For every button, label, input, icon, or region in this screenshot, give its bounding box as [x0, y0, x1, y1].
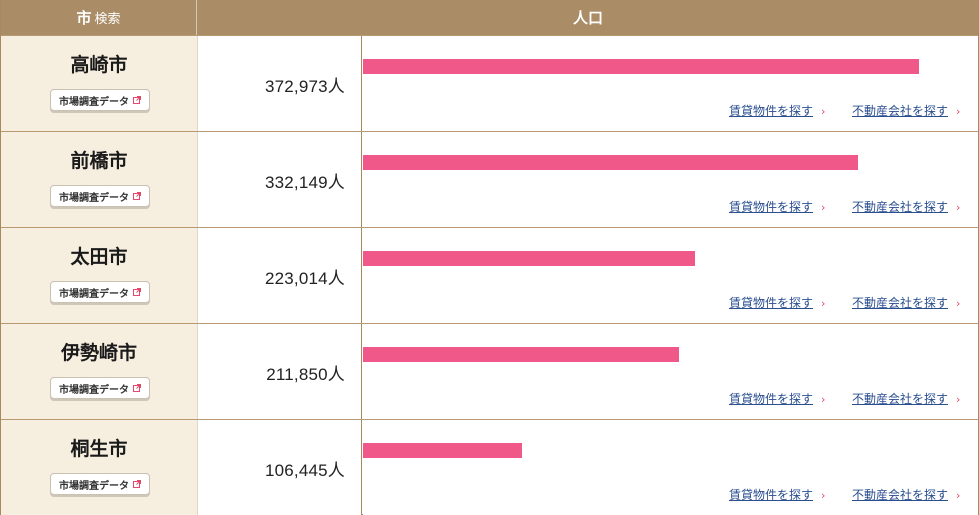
population-cell: 332,149人 — [197, 132, 362, 227]
population-bar-cell: 賃貸物件を探す › 不動産会社を探す › — [363, 36, 978, 131]
market-research-label: 市場調査データ — [59, 288, 129, 300]
market-research-label: 市場調査データ — [59, 96, 129, 108]
chevron-right-icon: › — [956, 201, 961, 214]
chevron-right-icon: › — [821, 489, 826, 502]
market-research-button[interactable]: 市場調査データ — [50, 185, 150, 207]
population-bar — [363, 347, 679, 362]
search-rentals-label: 賃貸物件を探す — [729, 488, 814, 502]
external-link-icon — [133, 384, 141, 392]
population-cell: 106,445人 — [197, 420, 362, 515]
search-rentals-label: 賃貸物件を探す — [729, 104, 814, 118]
market-research-label: 市場調査データ — [59, 192, 129, 204]
table-row: 高崎市 市場調査データ 372,973人 賃貸物件を探す › 不動産会社を探す › — [1, 35, 978, 131]
search-rentals-link[interactable]: 賃貸物件を探す › — [729, 486, 825, 503]
chevron-right-icon: › — [956, 489, 961, 502]
external-link-icon — [133, 192, 141, 200]
city-name[interactable]: 前橋市 — [70, 150, 128, 172]
external-link-icon — [133, 288, 141, 296]
search-agents-link[interactable]: 不動産会社を探す › — [852, 294, 960, 311]
external-link-icon — [133, 480, 141, 488]
city-column-header: 市 検索 — [1, 0, 197, 35]
population-value: 372,973人 — [264, 77, 345, 96]
external-link-icon — [133, 96, 141, 104]
table-row: 伊勢崎市 市場調査データ 211,850人 賃貸物件を探す › 不動産会社を探す › — [1, 323, 978, 419]
population-cell: 223,014人 — [197, 228, 362, 323]
search-header-label: 検索 — [94, 12, 121, 27]
market-research-button[interactable]: 市場調査データ — [50, 377, 150, 399]
population-bar — [363, 59, 919, 74]
city-cell: 桐生市 市場調査データ — [1, 420, 197, 515]
search-agents-label: 不動産会社を探す — [852, 296, 949, 310]
population-value: 223,014人 — [264, 269, 345, 288]
city-name[interactable]: 太田市 — [70, 246, 128, 268]
city-name[interactable]: 高崎市 — [70, 54, 128, 76]
population-column-header: 人口 — [572, 9, 603, 27]
market-research-button[interactable]: 市場調査データ — [50, 89, 150, 111]
search-agents-link[interactable]: 不動産会社を探す › — [852, 486, 960, 503]
search-agents-link[interactable]: 不動産会社を探す › — [852, 390, 960, 407]
search-rentals-link[interactable]: 賃貸物件を探す › — [729, 390, 825, 407]
city-header-label: 市 — [76, 9, 92, 27]
population-cell: 211,850人 — [197, 324, 362, 419]
search-rentals-label: 賃貸物件を探す — [729, 296, 814, 310]
search-agents-link[interactable]: 不動産会社を探す › — [852, 102, 960, 119]
city-name[interactable]: 伊勢崎市 — [60, 342, 137, 364]
search-rentals-link[interactable]: 賃貸物件を探す › — [729, 198, 825, 215]
market-research-label: 市場調査データ — [59, 480, 129, 492]
table-row: 太田市 市場調査データ 223,014人 賃貸物件を探す › 不動産会社を探す › — [1, 227, 978, 323]
city-cell: 伊勢崎市 市場調査データ — [1, 324, 197, 419]
population-value: 332,149人 — [264, 173, 345, 192]
population-cell: 372,973人 — [197, 36, 362, 131]
search-rentals-label: 賃貸物件を探す — [729, 392, 814, 406]
chevron-right-icon: › — [821, 201, 826, 214]
population-bar-cell: 賃貸物件を探す › 不動産会社を探す › — [363, 228, 978, 323]
search-agents-label: 不動産会社を探す — [852, 200, 949, 214]
population-value: 211,850人 — [266, 365, 345, 384]
search-agents-label: 不動産会社を探す — [852, 104, 949, 118]
table-header: 市 検索 人口 — [1, 0, 978, 35]
search-agents-link[interactable]: 不動産会社を探す › — [852, 198, 960, 215]
market-research-label: 市場調査データ — [59, 384, 129, 396]
population-bar-cell: 賃貸物件を探す › 不動産会社を探す › — [363, 420, 978, 515]
chevron-right-icon: › — [956, 105, 961, 118]
chevron-right-icon: › — [821, 105, 826, 118]
population-bar — [363, 251, 695, 266]
search-agents-label: 不動産会社を探す — [852, 392, 949, 406]
population-bar-cell: 賃貸物件を探す › 不動産会社を探す › — [363, 132, 978, 227]
table-row: 桐生市 市場調査データ 106,445人 賃貸物件を探す › 不動産会社を探す › — [1, 419, 978, 515]
search-agents-label: 不動産会社を探す — [852, 488, 949, 502]
search-rentals-link[interactable]: 賃貸物件を探す › — [729, 102, 825, 119]
chevron-right-icon: › — [956, 297, 961, 310]
population-value: 106,445人 — [264, 461, 345, 480]
population-bar-cell: 賃貸物件を探す › 不動産会社を探す › — [363, 324, 978, 419]
population-bar — [363, 155, 858, 170]
population-bar — [363, 443, 522, 458]
city-cell: 高崎市 市場調査データ — [1, 36, 197, 131]
market-research-button[interactable]: 市場調査データ — [50, 473, 150, 495]
chevron-right-icon: › — [821, 393, 826, 406]
city-cell: 太田市 市場調査データ — [1, 228, 197, 323]
search-rentals-link[interactable]: 賃貸物件を探す › — [729, 294, 825, 311]
city-name[interactable]: 桐生市 — [70, 438, 128, 460]
market-research-button[interactable]: 市場調査データ — [50, 281, 150, 303]
chevron-right-icon: › — [821, 297, 826, 310]
table-row: 前橋市 市場調査データ 332,149人 賃貸物件を探す › 不動産会社を探す › — [1, 131, 978, 227]
search-rentals-label: 賃貸物件を探す — [729, 200, 814, 214]
chevron-right-icon: › — [956, 393, 961, 406]
city-cell: 前橋市 市場調査データ — [1, 132, 197, 227]
